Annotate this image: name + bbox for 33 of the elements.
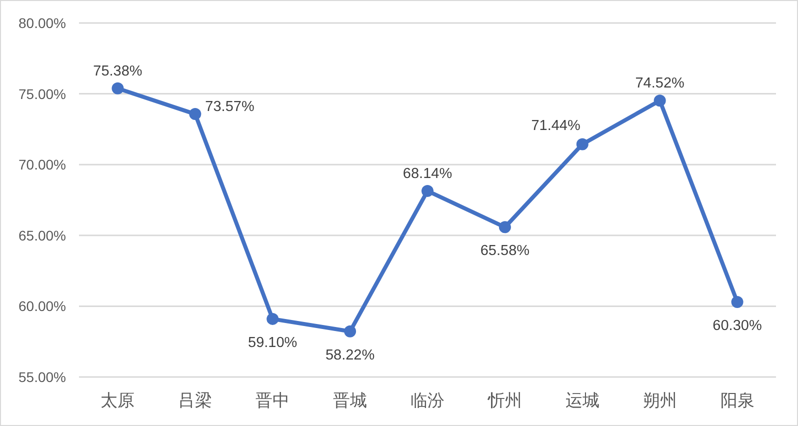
data-label: 58.22% <box>325 347 375 364</box>
point <box>654 94 666 107</box>
point <box>498 221 511 234</box>
x-tick-label: 吕梁 <box>178 391 212 411</box>
x-tick-label: 朔州 <box>642 391 677 411</box>
data-label: 73.57% <box>205 99 254 116</box>
x-tick-label: 太原 <box>100 391 135 411</box>
x-tick-label: 晋城 <box>333 391 368 411</box>
y-tick-label: 80.00% <box>18 15 66 31</box>
point <box>344 325 356 338</box>
data-label: 71.44% <box>531 118 580 134</box>
x-tick-label: 忻州 <box>486 391 522 411</box>
point <box>266 312 279 325</box>
y-tick-label: 70.00% <box>18 156 66 173</box>
x-tick-label: 晋中 <box>256 391 290 411</box>
point <box>731 296 744 308</box>
point <box>422 184 434 197</box>
data-label: 59.10% <box>248 334 298 351</box>
y-tick-label: 60.00% <box>18 298 66 314</box>
data-label: 68.14% <box>402 166 452 182</box>
point <box>112 82 124 94</box>
y-tick-label: 65.00% <box>18 227 66 244</box>
point <box>189 108 202 120</box>
data-label: 60.30% <box>712 318 762 334</box>
data-label: 65.58% <box>480 243 530 260</box>
data-label: 75.38% <box>93 63 142 80</box>
y-tick-label: 75.00% <box>18 86 66 102</box>
y-tick-label: 55.00% <box>18 369 66 385</box>
x-tick-label: 运城 <box>565 391 600 411</box>
x-tick-label: 临汾 <box>410 391 444 411</box>
x-tick-label: 阳泉 <box>720 391 754 411</box>
data-label: 74.52% <box>635 76 685 92</box>
point <box>576 138 588 150</box>
